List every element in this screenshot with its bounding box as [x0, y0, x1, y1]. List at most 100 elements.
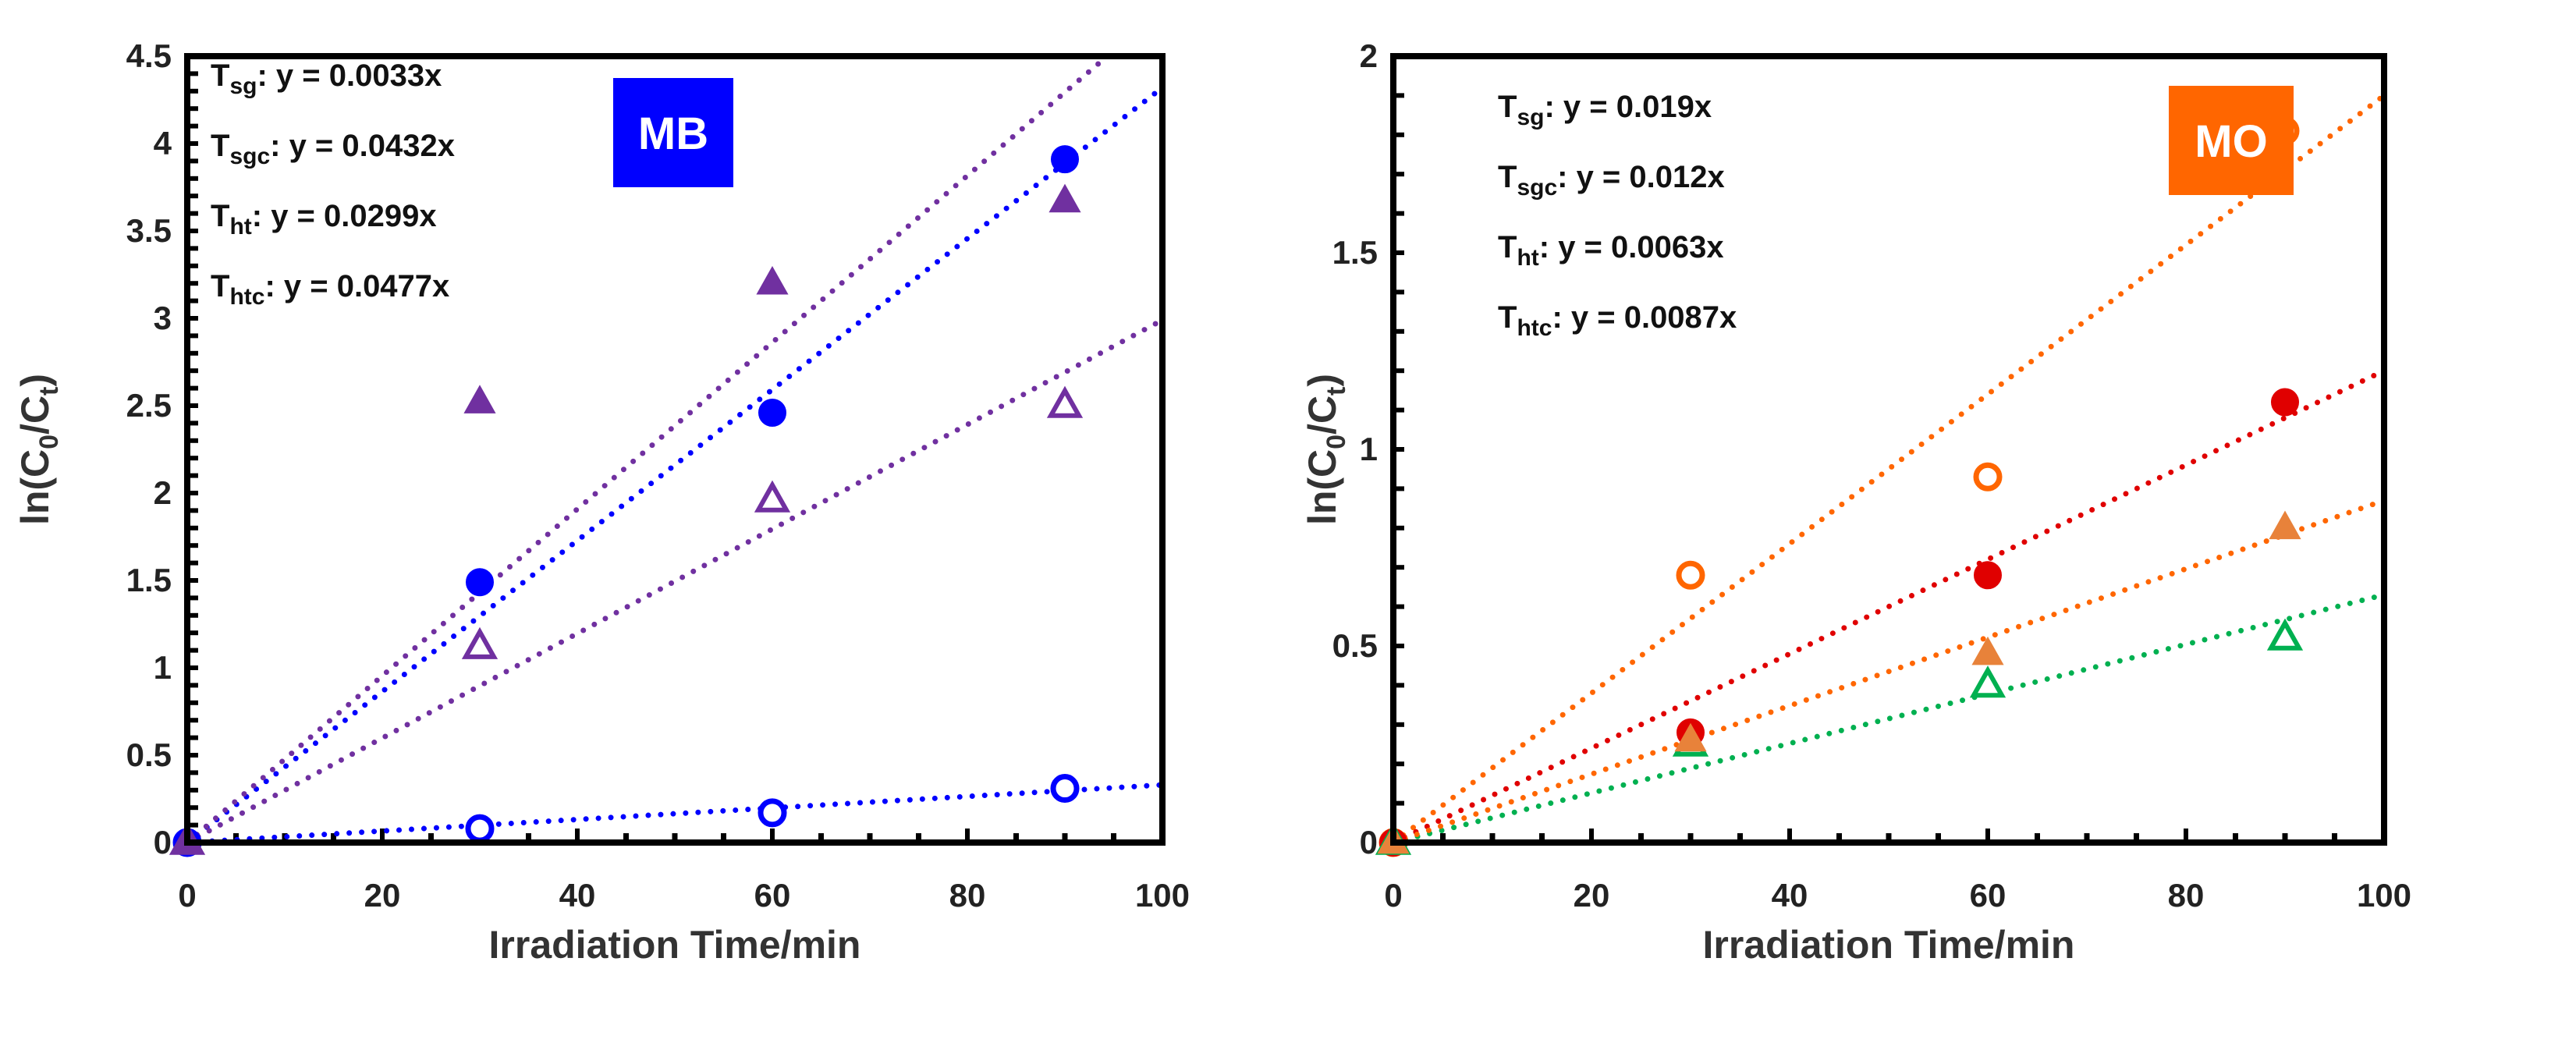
equation-text: : y = 0.012x	[1557, 160, 1725, 194]
x-tick-label: 80	[949, 877, 986, 914]
y-tick-label: 3.5	[126, 212, 172, 249]
data-point-tsg	[1676, 560, 1705, 590]
x-tick-label: 0	[1384, 877, 1402, 914]
equation-annotation: Tsgc: y = 0.0432x	[211, 129, 455, 169]
equation-text: : y = 0.0299x	[252, 199, 437, 233]
y-tick-label: 4	[154, 125, 172, 161]
y-axis-title: ln(C0/Ct)	[1300, 374, 1351, 525]
equation-annotation: Tsg: y = 0.019x	[1498, 90, 1712, 130]
equation-annotation: Tsgc: y = 0.012x	[1498, 160, 1725, 200]
y-tick-label: 2	[154, 474, 172, 511]
y-tick-label: 2.5	[126, 387, 172, 424]
data-point-tsgc	[2271, 388, 2299, 417]
data-point-tht	[461, 626, 499, 659]
y-title-sub: 0	[34, 435, 64, 449]
x-tick-label: 40	[1772, 877, 1808, 914]
y-tick-label: 0	[154, 824, 172, 861]
equation-label: T	[1498, 300, 1517, 335]
equation-text: : y = 0.0063x	[1539, 230, 1724, 264]
equation-text: : y = 0.0087x	[1552, 300, 1737, 335]
x-tick-label: 60	[1970, 877, 2007, 914]
data-point-thtc	[2269, 510, 2301, 540]
y-title-mid: /C	[13, 396, 57, 435]
y-tick-label: 1.5	[1332, 234, 1378, 271]
data-point-tsg	[1973, 462, 2003, 491]
y-title-suffix: )	[13, 374, 57, 387]
data-point-thtc	[1971, 636, 2004, 665]
x-tick-label: 0	[178, 877, 196, 914]
fit-line-tsg	[187, 782, 1162, 843]
equation-label: T	[211, 269, 229, 303]
data-point-tsg	[1050, 774, 1080, 804]
y-tick-label: 4.5	[126, 37, 172, 74]
equation-annotation: Thtc: y = 0.0087x	[1498, 300, 1737, 341]
fit-line-tsgc	[1393, 367, 2384, 843]
equation-label: T	[211, 59, 229, 93]
y-title-suffix: )	[1300, 374, 1344, 387]
y-title-prefix: ln(C	[1300, 449, 1344, 525]
data-point-thtc	[756, 265, 789, 295]
y-title-prefix: ln(C	[13, 449, 57, 525]
dye-badge	[613, 78, 733, 187]
equation-subscript: sgc	[1517, 175, 1557, 200]
y-title-sub: t	[34, 387, 64, 396]
x-axis-title: Irradiation Time/min	[1703, 923, 2075, 967]
y-tick-label: 1	[1360, 431, 1378, 467]
data-point-tht	[2266, 618, 2304, 651]
equation-annotation: Thtc: y = 0.0477x	[211, 269, 449, 310]
equation-label: T	[1498, 230, 1517, 264]
equation-text: : y = 0.0477x	[264, 269, 449, 303]
y-tick-label: 0	[1360, 824, 1378, 861]
equation-subscript: sg	[1517, 105, 1544, 130]
data-point-thtc	[1048, 183, 1081, 213]
fit-line-thtc	[187, 56, 1112, 843]
chart-panel-mo: 0 20 40 60 80 100 0 0.5 1 1.5 2 Irradiation Time/mi…	[1300, 37, 2411, 967]
equation-text: : y = 0.019x	[1544, 90, 1712, 124]
data-point-tsgc	[466, 568, 494, 597]
equation-subscript: ht	[229, 214, 251, 240]
equation-annotation: Tht: y = 0.0299x	[211, 199, 437, 240]
y-title-sub: 0	[1322, 435, 1351, 449]
equation-label: T	[1498, 90, 1517, 124]
equation-annotation: Tht: y = 0.0063x	[1498, 230, 1724, 271]
fit-line-tht	[187, 317, 1162, 843]
equation-label: T	[211, 129, 229, 163]
y-tick-label: 1.5	[126, 562, 172, 598]
data-point-tht	[1969, 665, 2007, 698]
equation-text: : y = 0.0033x	[257, 59, 442, 93]
equation-label: T	[211, 199, 229, 233]
x-tick-label: 60	[754, 877, 791, 914]
equation-annotation: Tsg: y = 0.0033x	[211, 59, 442, 99]
data-point-tsg	[758, 798, 787, 828]
data-point-tsgc	[1051, 145, 1079, 174]
y-axis-title: ln(C0/Ct)	[13, 374, 64, 525]
equation-subscript: sgc	[229, 144, 270, 169]
equation-text: : y = 0.0432x	[270, 129, 455, 163]
y-tick-label: 0.5	[126, 736, 172, 773]
x-tick-label: 20	[364, 877, 401, 914]
plot-frame	[1390, 53, 2387, 846]
data-point-tsg	[465, 814, 495, 843]
data-point-tht	[1046, 385, 1084, 418]
plot-frame	[184, 53, 1166, 846]
equation-subscript: sg	[229, 73, 257, 99]
data-point-tsgc	[1974, 561, 2002, 590]
x-axis-title: Irradiation Time/min	[489, 923, 861, 967]
dye-badge	[2169, 86, 2294, 195]
y-tick-label: 2	[1360, 37, 1378, 74]
x-tick-label: 40	[559, 877, 596, 914]
y-tick-label: 1	[154, 649, 172, 686]
equation-subscript: htc	[1517, 315, 1552, 341]
equation-subscript: htc	[229, 284, 264, 310]
x-tick-label: 20	[1574, 877, 1610, 914]
x-tick-label: 100	[2357, 877, 2411, 914]
x-tick-label: 100	[1135, 877, 1190, 914]
dye-badge-label: MB	[638, 108, 708, 159]
fit-line-thtc	[1393, 498, 2384, 843]
data-point-tsgc	[758, 398, 786, 427]
fit-line-tht	[1393, 591, 2384, 843]
y-tick-label: 0.5	[1332, 627, 1378, 664]
y-tick-label: 3	[154, 300, 172, 336]
data-point-thtc	[1674, 722, 1707, 752]
